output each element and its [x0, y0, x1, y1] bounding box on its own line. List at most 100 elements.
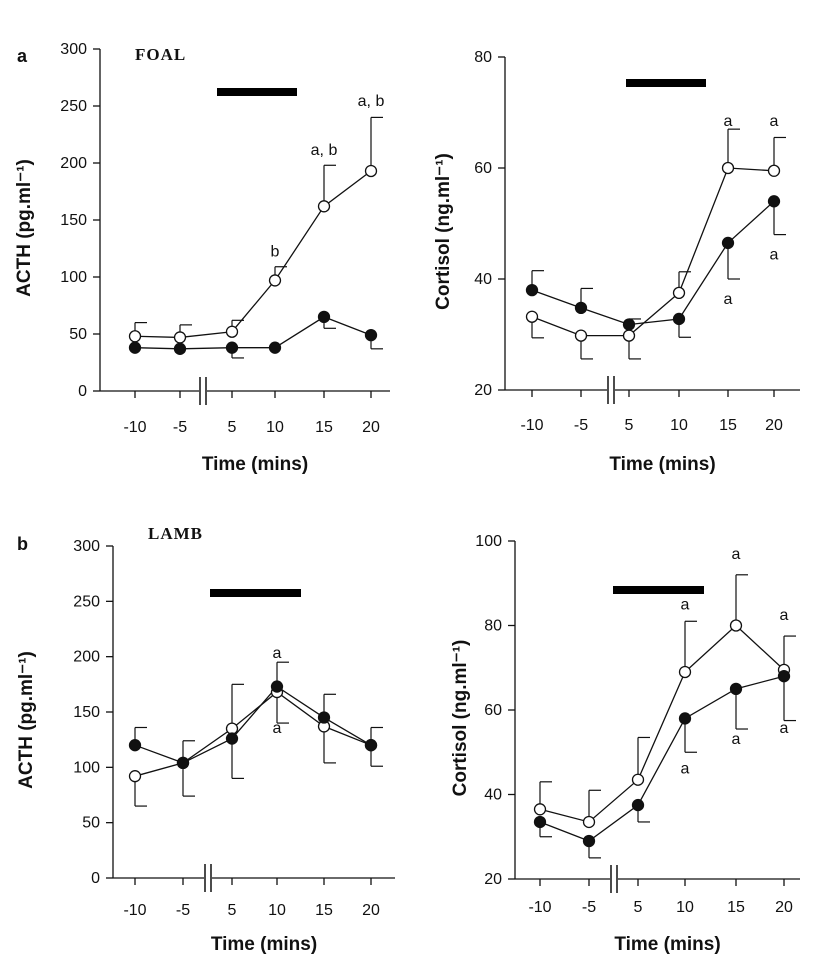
lamb-cortisol-y-tick-label: 20 [484, 871, 502, 888]
lamb-acth-x-tick-label: 15 [315, 902, 333, 919]
lamb-acth-y-tick-label: 300 [73, 538, 100, 555]
foal-acth-filled-series-point [225, 341, 239, 354]
foal-acth-filled-series-point [364, 328, 378, 342]
foal-cortisol-x-axis-title: Time (mins) [609, 454, 715, 475]
foal-acth-y-tick-label: 50 [69, 326, 87, 343]
lamb-cortisol-x-tick-label: 20 [775, 899, 793, 916]
foal-cortisol-x-tick-label: 15 [719, 417, 737, 434]
foal-cortisol-open-series-point [767, 164, 781, 177]
lamb-cortisol-significance-label: a [681, 760, 690, 777]
lamb-acth-filled-series-line [134, 685, 372, 764]
lamb-cortisol-y-tick-label: 100 [475, 533, 502, 550]
lamb-cortisol-filled-series-point [729, 682, 743, 696]
foal-acth-y-tick-label: 100 [60, 269, 87, 286]
lamb-acth-x-tick-label: 20 [362, 902, 380, 919]
foal-acth-x-tick-label: 15 [315, 419, 333, 436]
foal-cortisol-y-tick-label: 60 [474, 160, 492, 177]
lamb-acth-filled-series-point [225, 732, 239, 745]
lamb-cortisol-open-series-line [539, 624, 785, 823]
lamb-acth-panel-title: LAMB [148, 524, 203, 543]
lamb-acth-x-tick-label: 5 [228, 902, 237, 919]
foal-acth-open-series-point [364, 164, 378, 178]
lamb-acth-chart: 0 50 100 150 200 250 300 -10 -5 5 10 15 20 Time (mins… [16, 524, 395, 955]
lamb-acth-significance-label: a [273, 645, 282, 662]
foal-acth-x-tick-label: 5 [228, 419, 237, 436]
lamb-cortisol-x-axis-title: Time (mins) [614, 934, 720, 955]
lamb-acth-x-tick-label: -10 [123, 902, 146, 919]
lamb-cortisol-y-tick-label: 40 [484, 787, 502, 804]
lamb-cortisol-significance-label: a [681, 596, 690, 613]
foal-cortisol-x-tick-label: -10 [520, 417, 543, 434]
foal-acth-y-tick-label: 150 [60, 212, 87, 229]
foal-cortisol-open-series-point [622, 329, 636, 342]
lamb-acth-y-axis-title: ACTH (pg.ml⁻¹) [16, 651, 37, 789]
foal-cortisol-y-tick-label: 80 [474, 49, 492, 66]
lamb-cortisol-significance-label: a [780, 607, 789, 624]
lamb-cortisol-open-series-point [729, 619, 743, 632]
foal-cortisol-x-tick-label: 5 [625, 417, 634, 434]
foal-acth-filled-series-line [134, 316, 372, 350]
foal-acth-y-tick-label: 300 [60, 41, 87, 58]
foal-cortisol-filled-series-point [574, 301, 588, 315]
lamb-acth-filled-series-point [364, 739, 378, 752]
foal-acth-chart: 0 50 100 150 200 250 300 -10 -5 5 10 15 20 Time (mins… [14, 41, 390, 475]
foal-acth-x-axis-title: Time (mins) [202, 454, 308, 475]
foal-cortisol-significance-label: a [770, 247, 779, 264]
foal-acth-filled-series-point [268, 341, 282, 354]
lamb-cortisol-filled-series-point [678, 712, 692, 725]
lamb-acth-treatment-bar [210, 589, 301, 597]
lamb-cortisol-significance-label: a [780, 720, 789, 737]
foal-cortisol-chart: 20 40 60 80 -10 -5 5 10 15 20 Time (mins) Cortisol … [433, 49, 800, 475]
lamb-cortisol-open-series-point [678, 665, 692, 679]
foal-acth-panel-title: FOAL [135, 45, 186, 64]
foal-cortisol-filled-series-point [525, 283, 539, 297]
lamb-acth-x-axis-title: Time (mins) [211, 934, 317, 955]
foal-cortisol-open-series-point [525, 310, 539, 323]
lamb-acth-open-series-line [134, 691, 372, 777]
lamb-cortisol-x-tick-label: -10 [528, 899, 551, 916]
foal-acth-y-tick-label: 250 [60, 98, 87, 115]
lamb-acth-x-tick-label: -5 [176, 902, 190, 919]
lamb-cortisol-open-series-point [533, 803, 547, 816]
foal-acth-open-series-point [128, 330, 142, 343]
foal-cortisol-y-tick-label: 40 [474, 271, 492, 288]
foal-acth-open-series-line [134, 170, 372, 339]
lamb-acth-y-tick-label: 0 [91, 870, 100, 887]
lamb-acth-open-series-point [128, 770, 142, 783]
lamb-cortisol-y-tick-label: 60 [484, 702, 502, 719]
foal-cortisol-filled-series-line [531, 200, 775, 326]
lamb-acth-y-tick-label: 250 [73, 593, 100, 610]
foal-acth-open-series-point [268, 274, 282, 287]
foal-acth-treatment-bar [217, 88, 297, 96]
foal-cortisol-significance-label: a [724, 113, 733, 130]
foal-acth-significance-label: a, b [358, 93, 385, 110]
foal-cortisol-x-tick-label: -5 [574, 417, 588, 434]
lamb-acth-y-tick-label: 100 [73, 759, 100, 776]
panel-letter-a: a [17, 46, 28, 66]
foal-acth-x-tick-label: 10 [266, 419, 284, 436]
foal-acth-open-series-point [317, 200, 331, 213]
foal-cortisol-filled-series-point [672, 312, 686, 326]
foal-cortisol-open-series-line [531, 167, 775, 337]
foal-cortisol-open-series-point [672, 286, 686, 300]
lamb-cortisol-x-tick-label: 10 [676, 899, 694, 916]
foal-acth-significance-label: b [271, 243, 280, 260]
lamb-cortisol-open-series-point [582, 815, 596, 829]
lamb-acth-x-tick-label: 10 [268, 902, 286, 919]
lamb-cortisol-x-tick-label: 5 [634, 899, 643, 916]
foal-acth-significance-label: a, b [311, 142, 338, 159]
lamb-cortisol-significance-label: a [732, 731, 741, 748]
lamb-cortisol-open-series-point [631, 773, 645, 786]
lamb-acth-filled-series-point [176, 756, 190, 770]
lamb-cortisol-filled-series-point [533, 815, 547, 829]
foal-cortisol-x-tick-label: 20 [765, 417, 783, 434]
lamb-cortisol-filled-series-point [777, 670, 791, 683]
foal-cortisol-significance-label: a [770, 113, 779, 130]
foal-cortisol-open-series-point [721, 161, 735, 175]
lamb-acth-filled-series-point [128, 739, 142, 752]
lamb-acth-significance-label: a [273, 720, 282, 737]
foal-acth-x-tick-label: 20 [362, 419, 380, 436]
lamb-acth-filled-series-point [317, 711, 331, 724]
